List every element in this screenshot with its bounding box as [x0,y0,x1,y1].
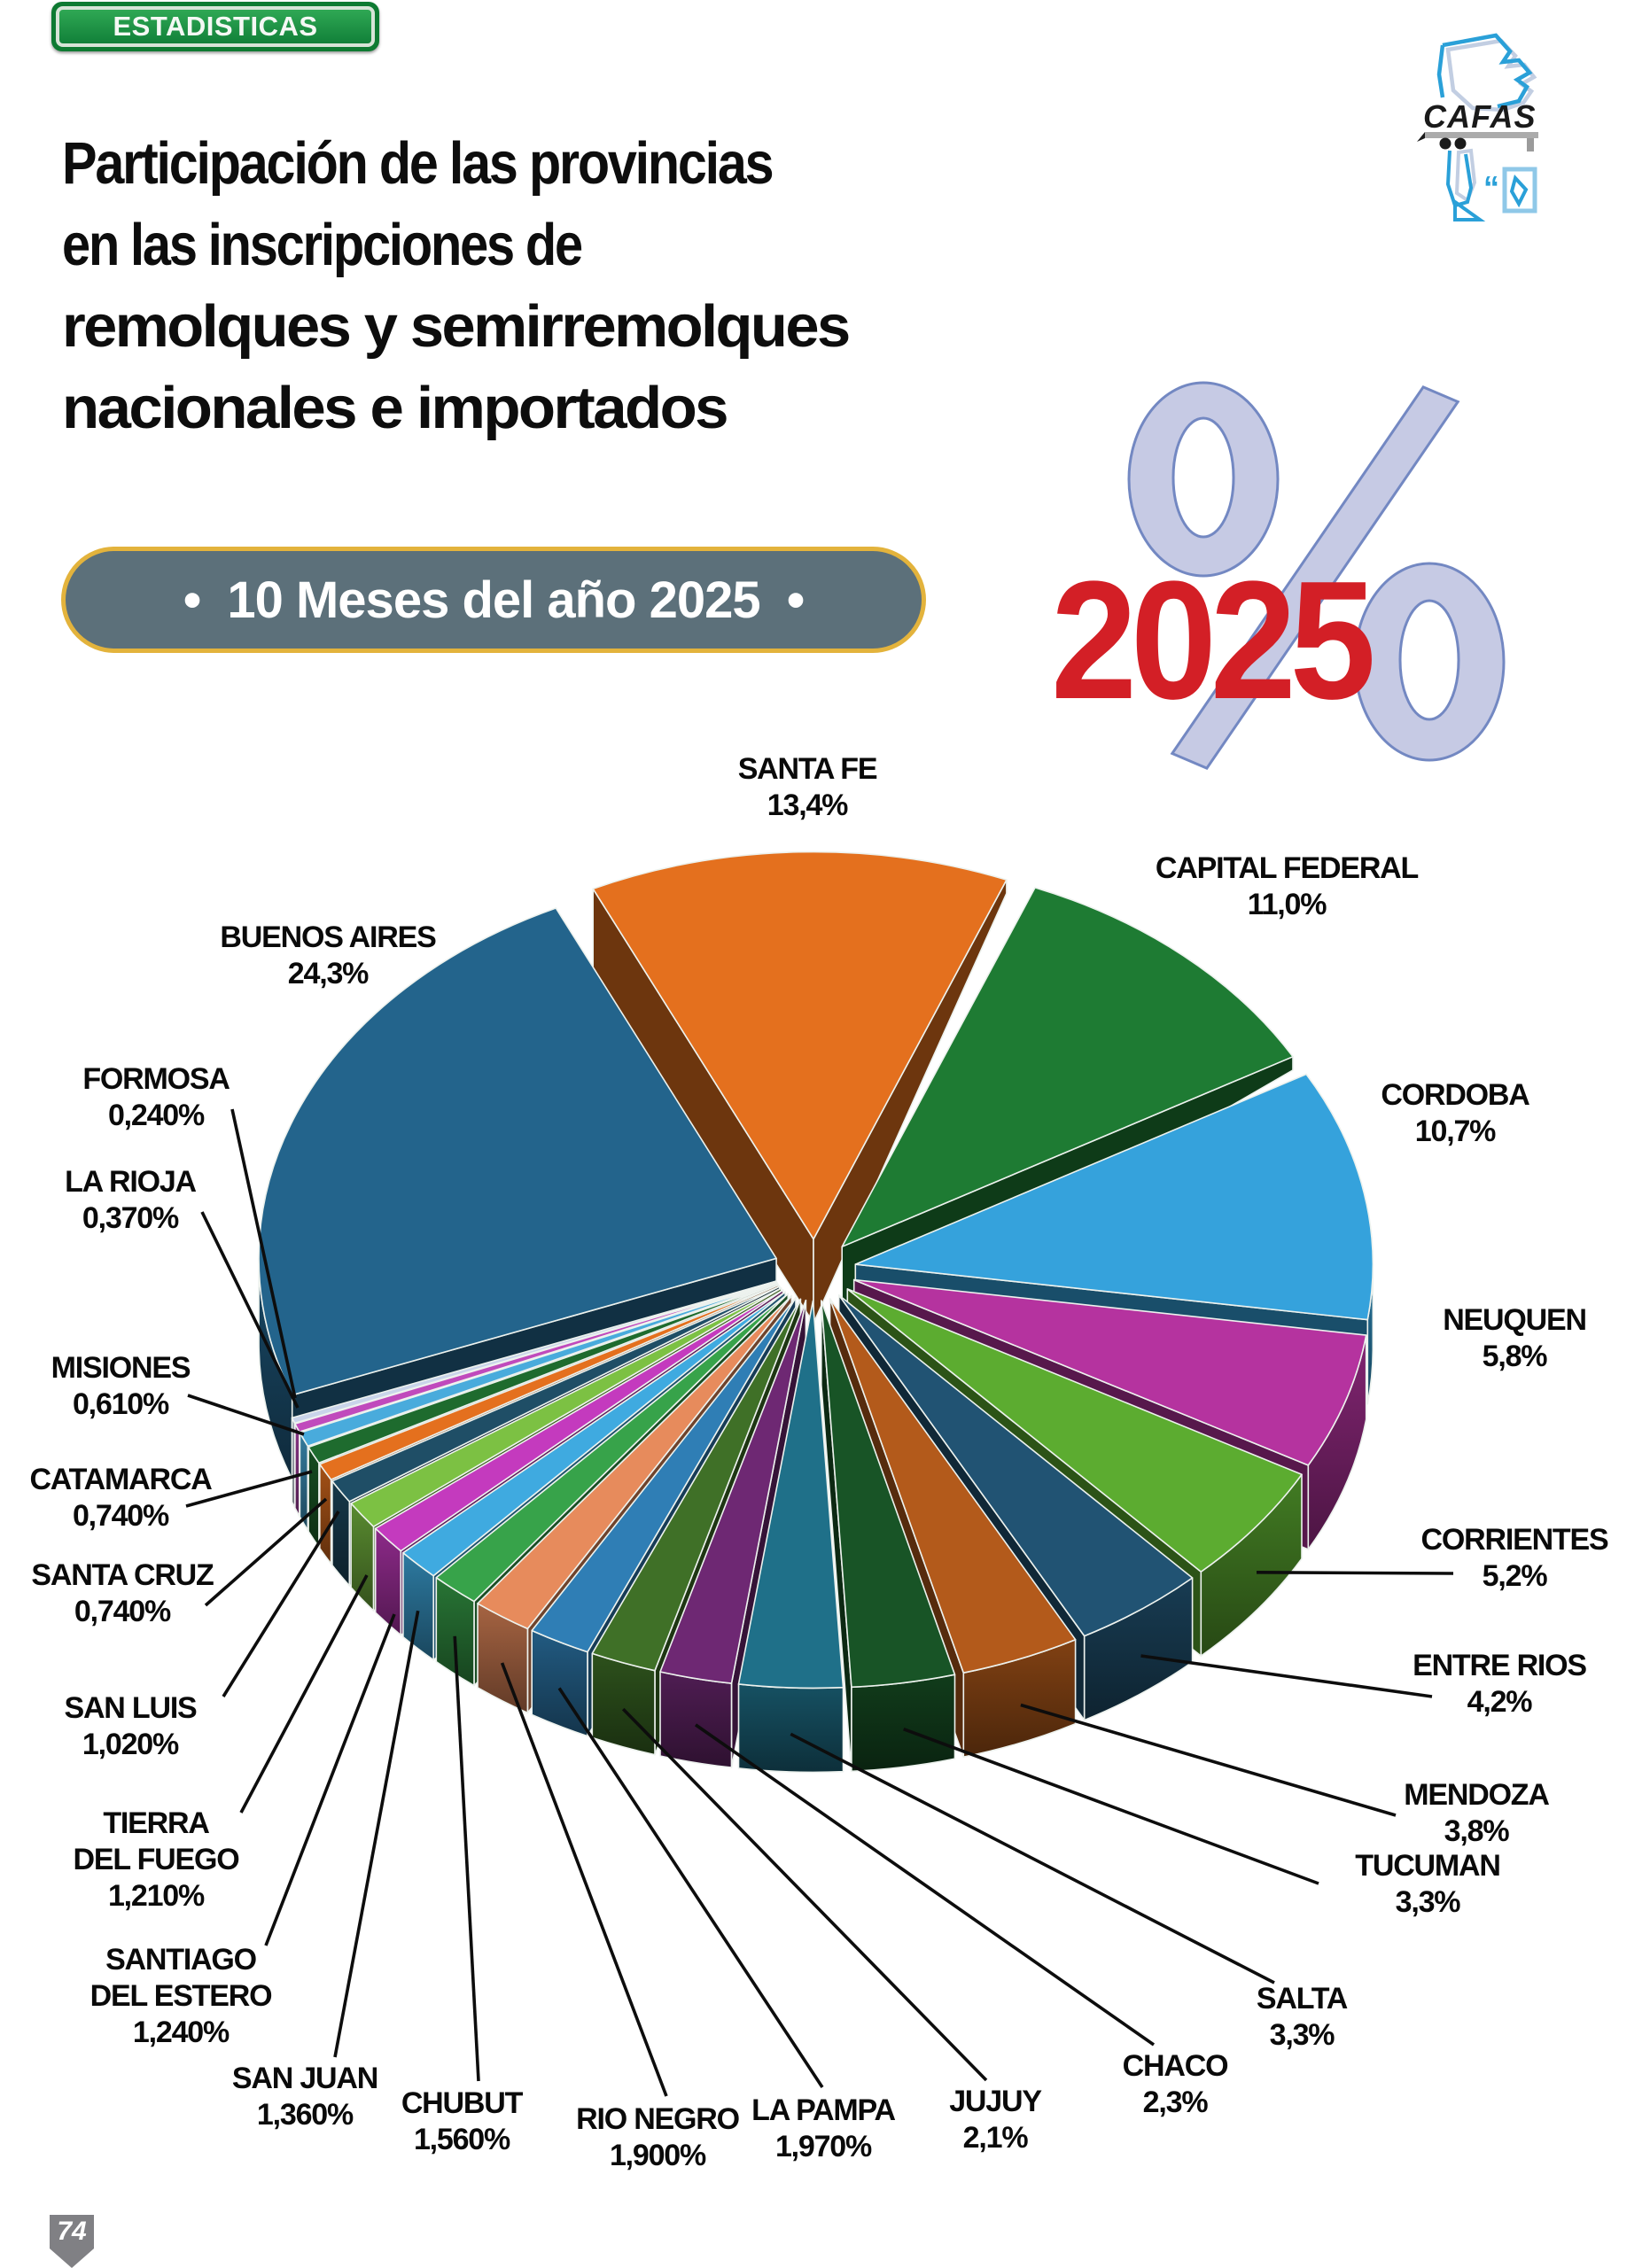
svg-text:CAFAS: CAFAS [1423,98,1535,135]
svg-text:“: “ [1483,169,1499,206]
